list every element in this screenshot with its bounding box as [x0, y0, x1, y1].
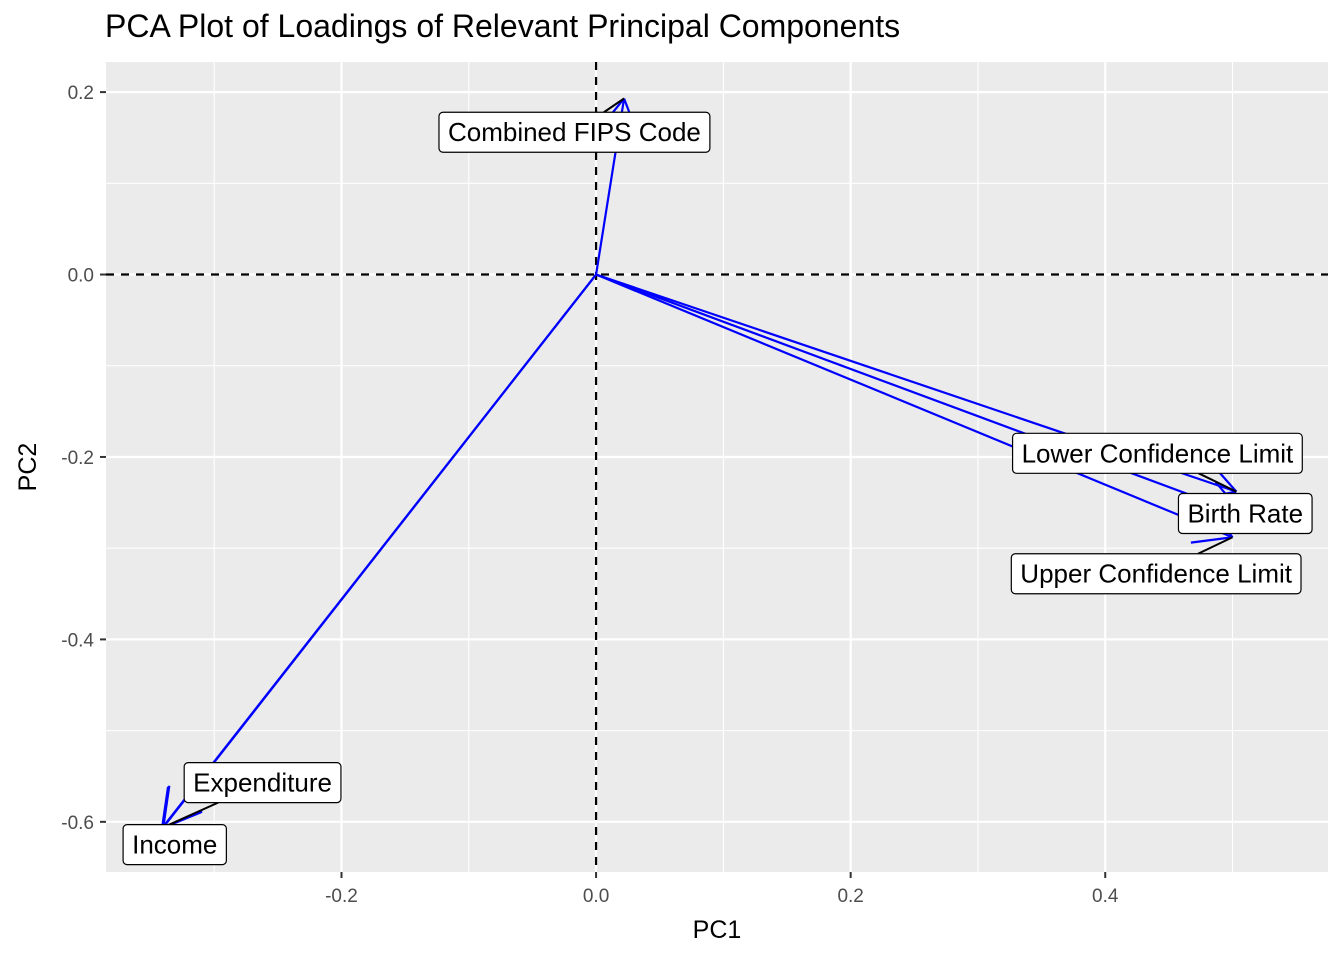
label-connector [1197, 536, 1233, 555]
loading-label-box [183, 762, 342, 804]
loading-label-lower-confidence-limit: Lower Confidence Limit [1011, 432, 1303, 493]
chart-title: PCA Plot of Loadings of Relevant Princip… [105, 8, 901, 44]
arrow-upper-confidence-limit [595, 273, 1233, 539]
y-tick-label: -0.2 [61, 448, 94, 469]
minor-grid [106, 62, 1328, 872]
loading-label-text: Lower Confidence Limit [1022, 438, 1294, 468]
y-tick-label: 0.0 [68, 266, 94, 287]
y-axis: -0.6 -0.4 -0.2 0.0 0.2 [61, 83, 106, 834]
arrow-birth-rate [595, 273, 1244, 516]
x-tick-label: 0.2 [837, 886, 863, 907]
label-connector [1198, 472, 1237, 493]
y-tick-label: -0.6 [61, 813, 94, 834]
x-tick-label: 0.4 [1092, 886, 1119, 907]
loading-label-text: Birth Rate [1187, 499, 1303, 529]
loading-label-birth-rate: Birth Rate [1177, 492, 1313, 535]
y-axis-title: PC2 [14, 443, 42, 492]
arrowhead-expenditure [162, 785, 171, 828]
loading-label-text: Expenditure [193, 768, 332, 798]
x-axis: -0.2 0.0 0.2 0.4 [325, 872, 1119, 907]
y-tick-label: -0.4 [61, 630, 94, 651]
arrowhead-income [160, 786, 170, 829]
loading-label-box [1010, 553, 1302, 595]
loading-label-combined-fips-code: Combined FIPS Code [438, 97, 711, 153]
arrowhead-upper-confidence-limit [1190, 536, 1233, 544]
loading-label-text: Combined FIPS Code [448, 117, 701, 147]
loading-label-box [438, 111, 711, 153]
label-connector [603, 97, 625, 114]
loading-label-upper-confidence-limit: Upper Confidence Limit [1010, 536, 1302, 595]
x-axis-title: PC1 [693, 916, 742, 944]
loading-label-box [122, 824, 227, 866]
x-tick-label: 0.0 [583, 886, 609, 907]
reference-lines [106, 62, 1328, 872]
y-tick-label: 0.2 [68, 83, 94, 104]
x-tick-label: -0.2 [325, 886, 358, 907]
arrow-income [161, 273, 597, 829]
loading-label-expenditure: Expenditure [162, 762, 342, 829]
label-connector [162, 801, 219, 829]
loading-label-box [1177, 492, 1313, 535]
loading-label-text: Income [132, 830, 217, 860]
loading-labels: Combined FIPS Code Lower Confidence Limit… [122, 97, 1313, 866]
loading-label-box [1011, 432, 1303, 474]
loading-label-text: Upper Confidence Limit [1020, 559, 1292, 589]
loading-label-income: Income [122, 824, 227, 866]
